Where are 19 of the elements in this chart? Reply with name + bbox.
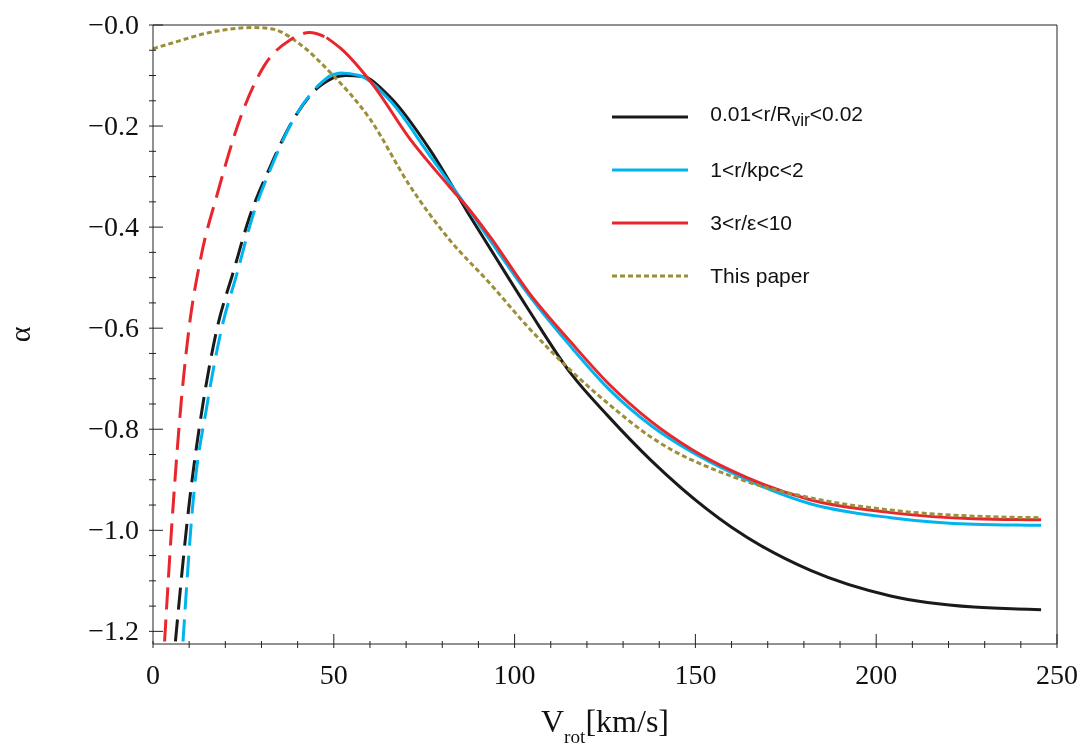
legend-label: 3<r/ε<10 <box>710 210 793 235</box>
legend-label: 0.01<r/R$_{vir}$<0.02 <box>710 101 863 132</box>
x-tick-label: 150 <box>674 659 717 690</box>
y-axis-title: α <box>3 326 36 343</box>
x-tick-label: 250 <box>1036 659 1078 690</box>
legend-label: This paper <box>710 263 810 288</box>
x-tick-label: 50 <box>319 659 348 690</box>
y-tick-label: −0.4 <box>88 211 139 243</box>
x-axis-title: V$_{rot}$[km/s] <box>541 703 669 744</box>
x-tick-label: 200 <box>855 659 898 690</box>
x-tick-label: 100 <box>493 659 536 690</box>
y-tick-label: −1.2 <box>88 615 139 647</box>
x-tick-label: 0 <box>146 659 160 690</box>
y-tick-label: −1.0 <box>88 514 139 546</box>
legend-label: 1<r/kpc<2 <box>710 157 804 182</box>
y-tick-label: −0.0 <box>88 9 139 40</box>
y-tick-label: −0.8 <box>88 413 139 445</box>
y-tick-label: −0.6 <box>88 312 139 344</box>
y-tick-label: −0.2 <box>88 110 139 142</box>
